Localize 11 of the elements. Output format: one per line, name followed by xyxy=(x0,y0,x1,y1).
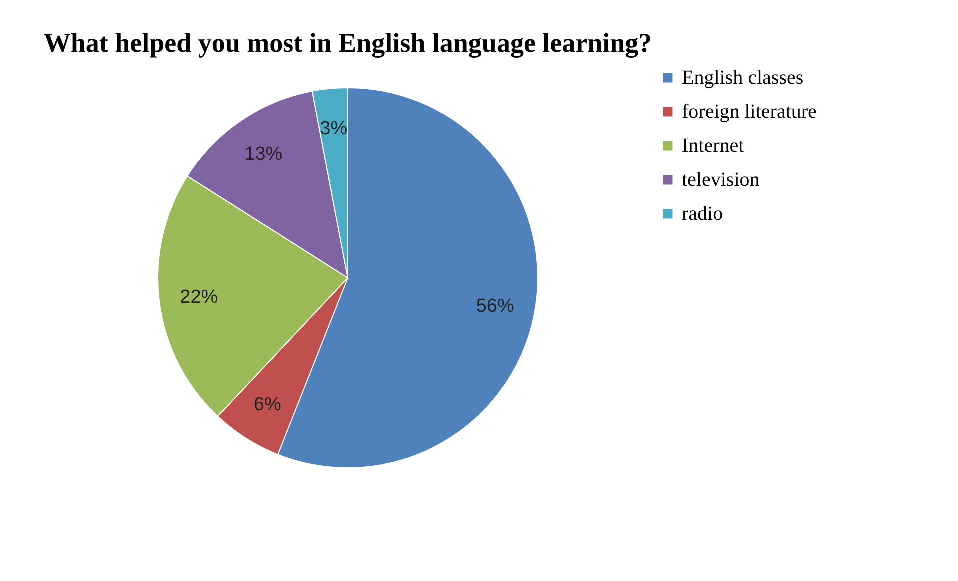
chart-title: What helped you most in English language learning? xyxy=(44,28,652,58)
data-label: 13% xyxy=(244,144,283,165)
data-label: 6% xyxy=(254,394,282,416)
data-label: 3% xyxy=(320,118,348,140)
legend-label: foreign literature xyxy=(682,101,818,123)
data-label: 56% xyxy=(476,296,514,318)
legend-label: English classes xyxy=(682,67,804,89)
legend-label: television xyxy=(682,169,760,191)
data-label: 22% xyxy=(180,286,218,308)
legend-label: radio xyxy=(682,203,724,225)
legend-label: Internet xyxy=(682,135,745,157)
